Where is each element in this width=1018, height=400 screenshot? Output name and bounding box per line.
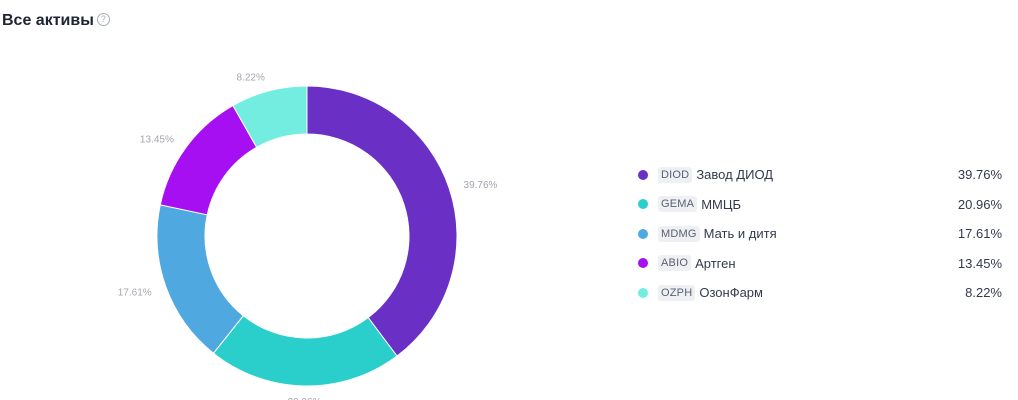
slice-label-gema: 20.96%	[288, 397, 322, 400]
ticker-badge: MDMG	[658, 225, 700, 242]
slice-label-abio: 13.45%	[140, 135, 174, 146]
slice-label-ozph: 8.22%	[237, 72, 265, 83]
donut-slice-ozph[interactable]	[232, 85, 308, 148]
legend-item-diod[interactable]: DIOD Завод ДИОД 39.76%	[638, 160, 1008, 190]
asset-share: 17.61%	[957, 226, 1002, 242]
help-icon[interactable]: ?	[96, 13, 110, 26]
page-title: Все активы	[2, 12, 94, 29]
donut-slice-mdmg[interactable]	[156, 204, 245, 354]
asset-share: 39.76%	[957, 167, 1002, 183]
slice-label-diod: 39.76%	[464, 180, 498, 191]
asset-name: Мать и дитя	[703, 226, 777, 242]
ticker-badge: DIOD	[658, 166, 693, 183]
asset-name: Завод ДИОД	[696, 167, 774, 183]
asset-name: Артген	[695, 255, 736, 271]
legend-item-abio[interactable]: ABIO Артген 13.45%	[638, 249, 1008, 279]
legend-item-mdmg[interactable]: MDMG Мать и дитя 17.61%	[638, 219, 1008, 249]
ticker-badge: OZPH	[658, 284, 696, 301]
asset-share: 13.45%	[957, 255, 1002, 271]
donut-chart: 39.76% 20.96% 17.61% 13.45% 8.22%	[118, 72, 498, 400]
donut-slice-gema[interactable]	[212, 315, 398, 387]
asset-name: ММЦБ	[701, 196, 742, 212]
legend-dot	[638, 287, 648, 298]
slice-label-mdmg: 17.61%	[118, 288, 152, 299]
chart-legend: DIOD Завод ДИОД 39.76% GEMA ММЦБ 20.96% …	[638, 160, 1008, 308]
asset-name: ОзонФарм	[699, 285, 763, 301]
chart-header: Все активы ?	[2, 12, 110, 30]
legend-item-ozph[interactable]: OZPH ОзонФарм 8.22%	[638, 278, 1008, 308]
legend-dot	[638, 228, 648, 239]
ticker-badge: ABIO	[658, 255, 692, 272]
legend-dot	[638, 169, 648, 180]
asset-share: 20.96%	[957, 196, 1002, 212]
ticker-badge: GEMA	[658, 196, 698, 213]
legend-dot	[638, 199, 648, 210]
donut-slice-diod[interactable]	[306, 85, 458, 357]
legend-dot	[638, 258, 648, 269]
asset-share: 8.22%	[965, 285, 1002, 301]
legend-item-gema[interactable]: GEMA ММЦБ 20.96%	[638, 190, 1008, 220]
